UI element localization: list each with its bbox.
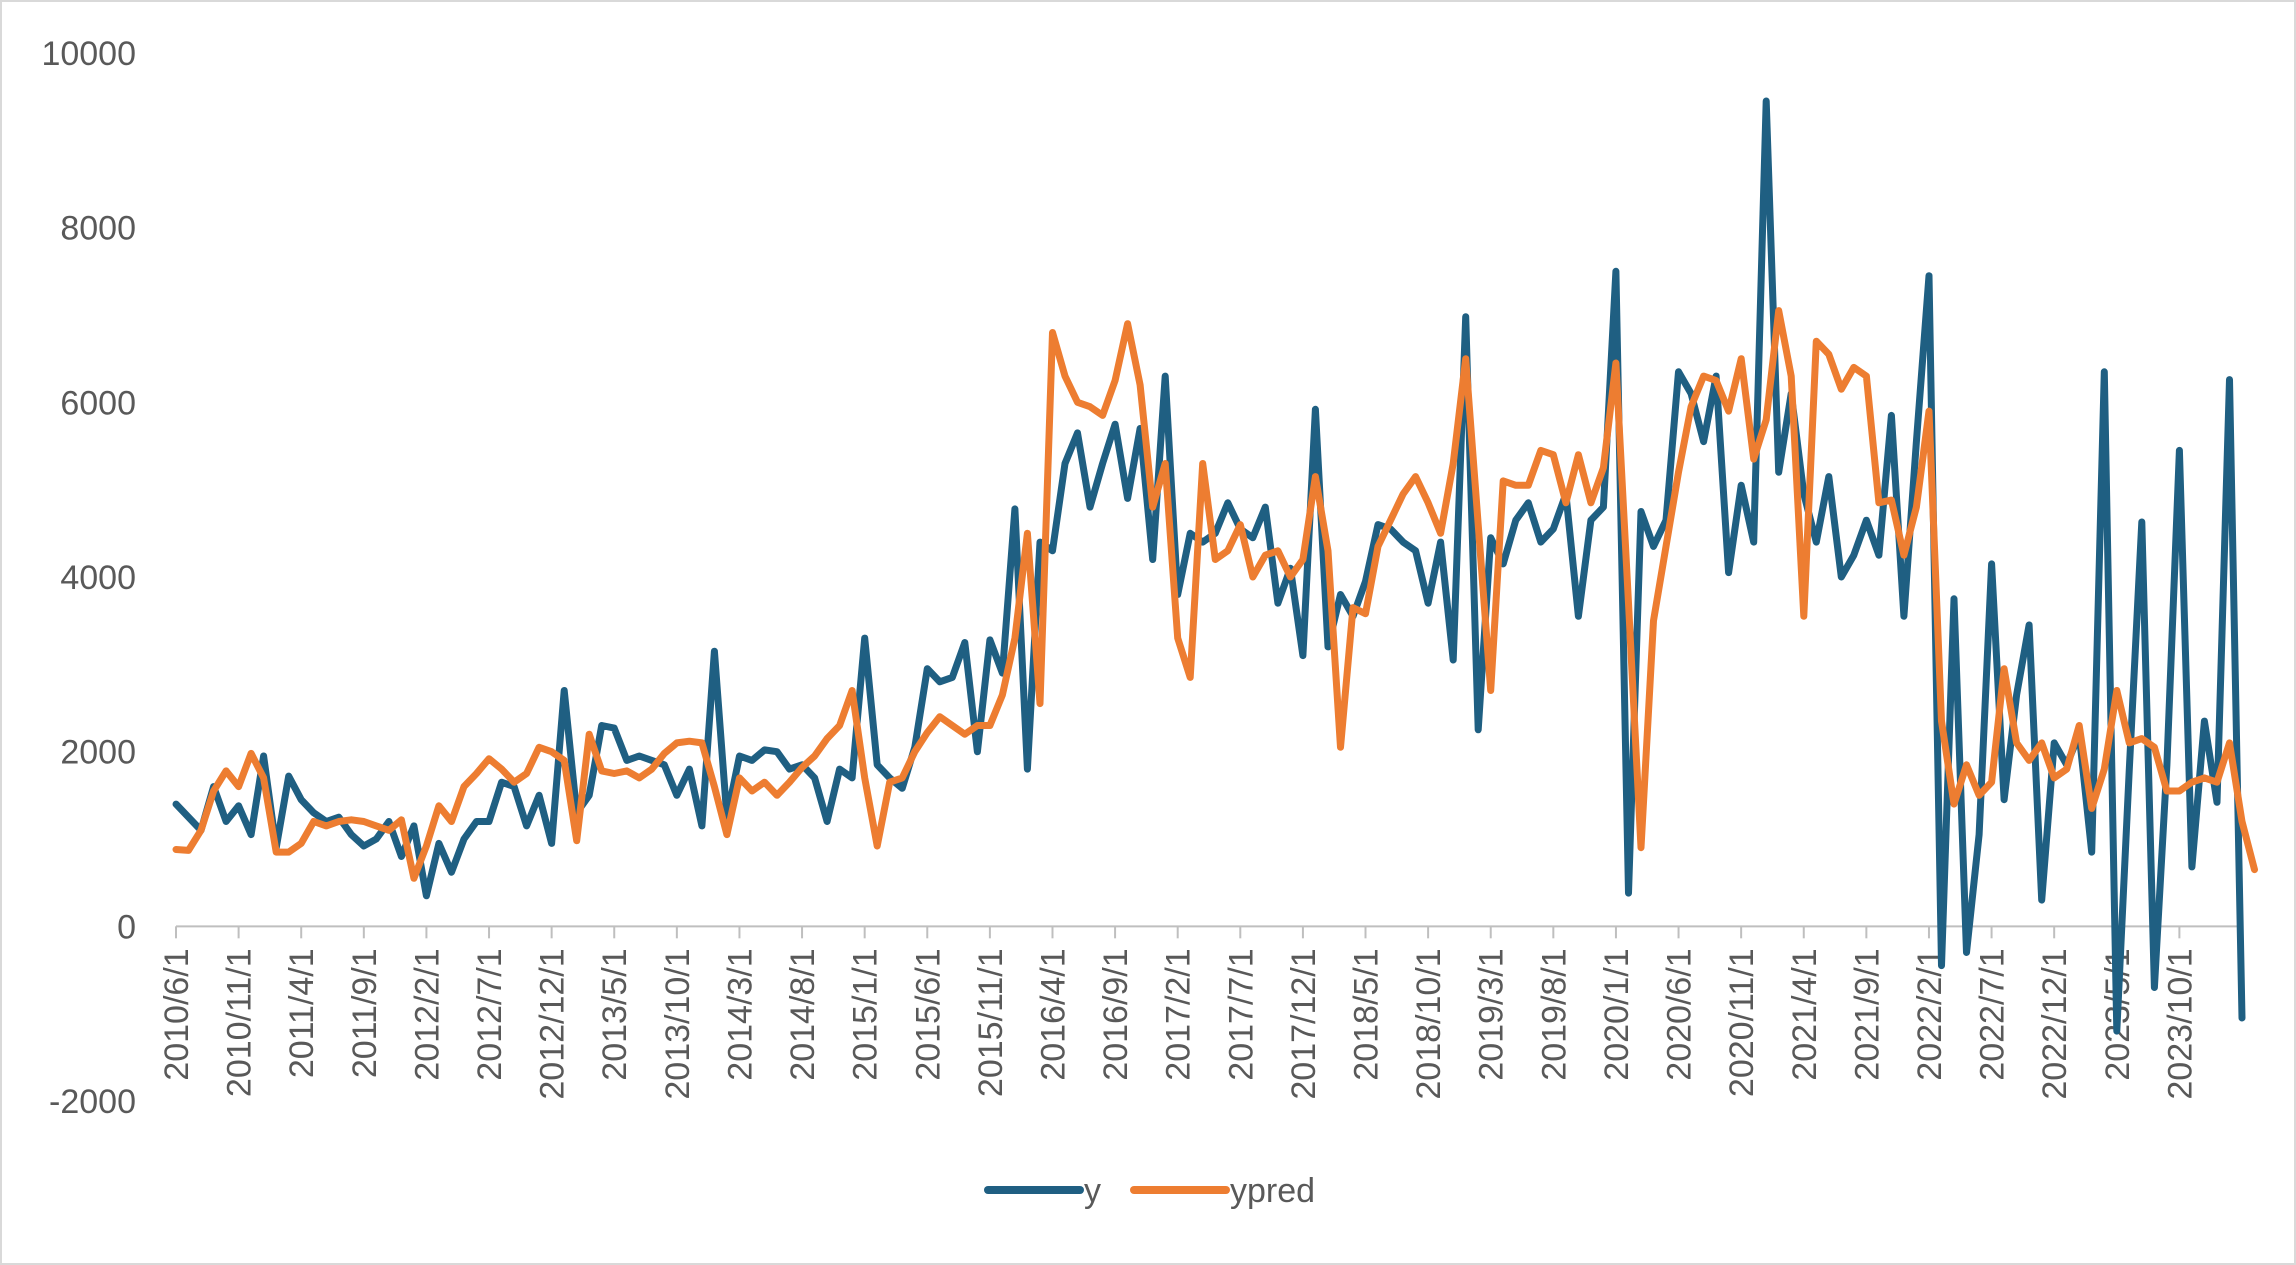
y-tick-label: 6000: [60, 384, 136, 422]
x-tick-label: 2022/7/1: [1974, 948, 2012, 1080]
x-tick-label: 2017/12/1: [1285, 948, 1323, 1099]
x-tick-label: 2017/2/1: [1160, 948, 1198, 1080]
x-tick-label: 2015/1/1: [847, 948, 885, 1080]
series-line-ypred: [172, 307, 2258, 882]
x-tick-label: 2019/3/1: [1473, 948, 1511, 1080]
x-tick-label: 2014/3/1: [721, 948, 759, 1080]
x-tick-label: 2016/4/1: [1034, 948, 1072, 1080]
x-tick-label: 2018/5/1: [1348, 948, 1386, 1080]
x-tick-label: 2011/4/1: [283, 948, 321, 1078]
y-tick-label: 4000: [60, 559, 136, 597]
x-tick-label: 2013/10/1: [659, 948, 697, 1099]
y-tick-label: 10000: [41, 35, 136, 73]
x-tick-label: 2012/7/1: [471, 948, 509, 1080]
x-axis-tick-marks: [175, 926, 2181, 939]
y-axis-tick-labels: 10000 8000 6000 4000 2000 0 -2000: [41, 35, 136, 1121]
x-tick-label: 2021/4/1: [1786, 948, 1824, 1080]
x-tick-label: 2010/11/1: [221, 948, 259, 1097]
series-lines: [172, 97, 2258, 1035]
x-tick-label: 2020/6/1: [1661, 948, 1699, 1080]
x-tick-label: 2013/5/1: [596, 948, 634, 1080]
x-tick-label: 2017/7/1: [1222, 948, 1260, 1080]
legend: y ypred: [984, 1172, 1315, 1210]
x-tick-label: 2016/9/1: [1097, 948, 1135, 1080]
x-tick-label: 2012/2/1: [408, 948, 446, 1080]
x-tick-label: 2019/8/1: [1535, 948, 1573, 1080]
x-tick-label: 2021/9/1: [1848, 948, 1886, 1080]
x-tick-label: 2015/6/1: [909, 948, 947, 1080]
x-tick-label: 2022/2/1: [1911, 948, 1949, 1080]
y-tick-label: 8000: [60, 210, 136, 248]
x-tick-label: 2015/11/1: [972, 948, 1010, 1097]
legend-label-ypred: ypred: [1230, 1172, 1315, 1210]
legend-label-y: y: [1084, 1172, 1101, 1210]
x-tick-label: 2018/10/1: [1410, 948, 1448, 1099]
x-tick-label: 2020/1/1: [1598, 948, 1636, 1080]
x-tick-label: 2014/8/1: [784, 948, 822, 1080]
x-tick-label: 2010/6/1: [158, 948, 196, 1080]
y-tick-label: 0: [117, 908, 136, 946]
x-tick-label: 2020/11/1: [1723, 948, 1761, 1097]
x-tick-label: 2022/12/1: [2036, 948, 2074, 1099]
x-tick-label: 2011/9/1: [346, 948, 384, 1078]
x-axis-tick-labels: 2010/6/1 2010/11/1 2011/4/1 2011/9/1 2012/2/…: [158, 948, 2199, 1099]
y-tick-label: 2000: [60, 734, 136, 772]
x-tick-label: 2012/12/1: [534, 948, 572, 1099]
x-tick-label: 2023/10/1: [2161, 948, 2199, 1099]
y-tick-label: -2000: [49, 1083, 136, 1121]
